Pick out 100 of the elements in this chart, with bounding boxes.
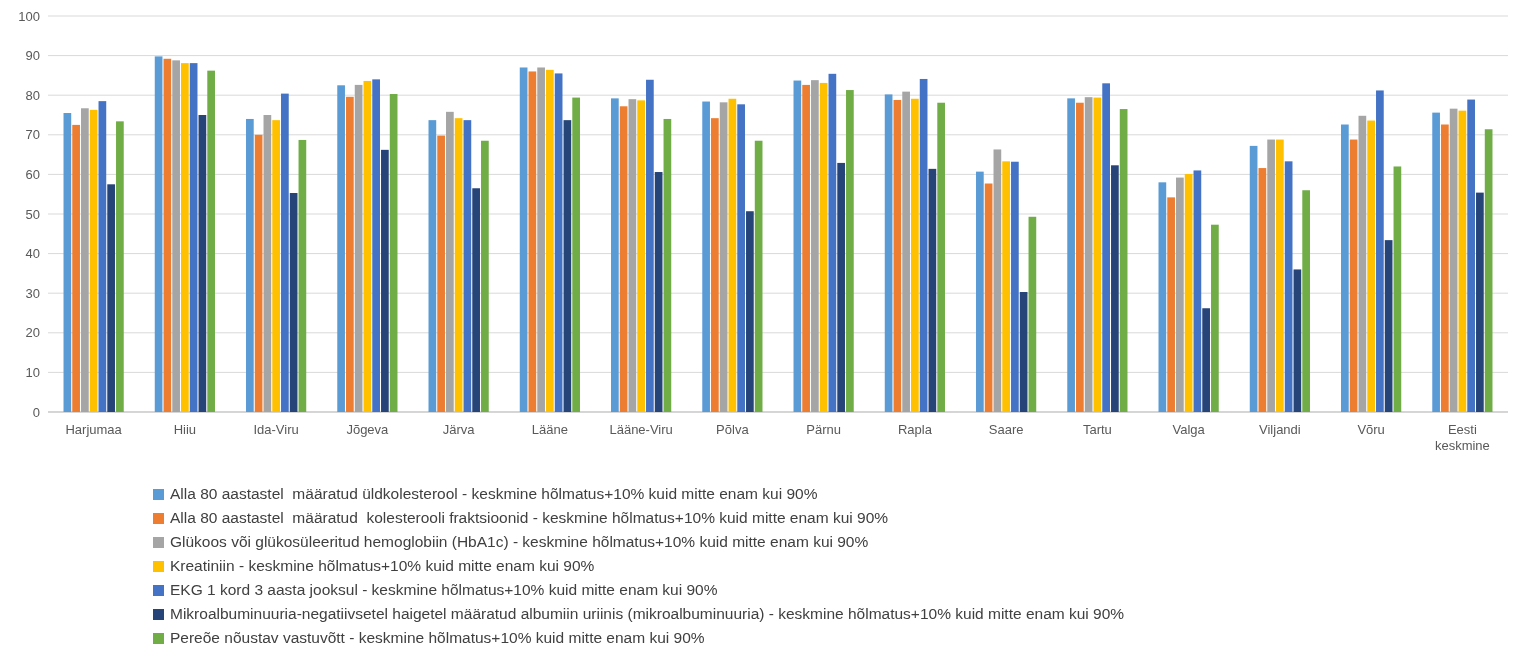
bar xyxy=(1028,216,1037,412)
bar xyxy=(719,102,728,412)
bar xyxy=(976,171,984,412)
bar xyxy=(754,140,763,412)
bar xyxy=(289,193,298,412)
bar xyxy=(1067,98,1075,412)
bar xyxy=(1102,83,1110,412)
bar xyxy=(802,84,810,412)
y-tick-label: 50 xyxy=(25,206,40,222)
legend-label: Kreatiniin - keskmine hõlmatus+10% kuid mitte enam kui 90% xyxy=(170,557,595,575)
bar xyxy=(363,80,372,412)
bar xyxy=(254,134,263,412)
bar xyxy=(1158,182,1167,412)
bar xyxy=(463,120,472,412)
legend-label: Alla 80 aastastel määratud kolesterooli fraktsioonid - keskmine hõlmatus+10% kuid mitte enam kui 90% xyxy=(170,509,889,527)
bar xyxy=(428,120,437,412)
bar xyxy=(1341,124,1349,412)
bar xyxy=(546,69,554,412)
x-tick-label: Rapla xyxy=(897,422,933,437)
x-tick-label: Põlva xyxy=(716,422,750,437)
bar xyxy=(272,120,280,412)
y-tick-label: 80 xyxy=(25,87,40,103)
bar xyxy=(1441,124,1449,412)
bar xyxy=(911,98,919,412)
bar xyxy=(563,120,572,412)
y-tick-label: 0 xyxy=(32,404,40,420)
bar xyxy=(746,211,754,412)
bar xyxy=(81,108,89,412)
x-tick-label: Ida-Viru xyxy=(253,422,299,437)
legend-label: EKG 1 kord 3 aasta jooksul - keskmine hõlmatus+10% kuid mitte enam kui 90% xyxy=(170,581,718,599)
bar xyxy=(1249,145,1258,412)
bar xyxy=(793,80,802,412)
x-tick-label: Hiiu xyxy=(173,422,197,437)
bar xyxy=(1084,97,1093,412)
x-tick-label: Tartu xyxy=(1082,422,1112,437)
x-tick-label: Lääne xyxy=(531,422,568,437)
bar xyxy=(437,135,445,412)
bar xyxy=(663,118,672,412)
bar xyxy=(354,84,363,412)
bar xyxy=(737,104,745,412)
legend-label: Pereõe nõustav vastuvõtt - keskmine hõlmatus+10% kuid mitte enam kui 90% xyxy=(170,629,705,647)
bar xyxy=(811,80,819,412)
bar xyxy=(381,149,389,412)
x-tick-label: Jõgeva xyxy=(346,422,390,437)
x-tick-label: Eesti keskmine xyxy=(1434,422,1490,453)
bar xyxy=(1284,161,1293,412)
bar xyxy=(572,97,580,412)
bar xyxy=(1267,139,1275,412)
bar xyxy=(89,109,98,412)
bar xyxy=(198,115,207,412)
x-tick-label: Pärnu xyxy=(806,422,841,437)
legend-label: Alla 80 aastastel määratud üldkolesterool - keskmine hõlmatus+10% kuid mitte enam kui 90% xyxy=(170,485,818,503)
bar xyxy=(1002,161,1010,412)
bar xyxy=(181,63,189,412)
bar xyxy=(1349,139,1358,412)
bar xyxy=(207,70,215,412)
y-tick-label: 10 xyxy=(25,364,40,380)
bar xyxy=(1119,109,1128,412)
bar xyxy=(846,90,854,412)
bar xyxy=(1167,197,1175,412)
bar xyxy=(1384,240,1393,412)
bar xyxy=(63,113,72,412)
bar xyxy=(1258,168,1267,412)
bar xyxy=(728,98,737,412)
bar xyxy=(372,79,380,412)
bar xyxy=(1449,108,1458,412)
bar xyxy=(1193,170,1202,412)
bar xyxy=(537,67,545,412)
bar xyxy=(702,101,710,412)
bar xyxy=(1302,190,1310,412)
bar xyxy=(884,94,893,412)
bar xyxy=(611,98,619,412)
bar xyxy=(172,60,180,412)
x-tick-label: Viljandi xyxy=(1259,422,1301,437)
bar xyxy=(1367,120,1375,412)
bar xyxy=(481,140,489,412)
bar xyxy=(919,78,928,412)
bar xyxy=(1358,115,1367,412)
bar xyxy=(1293,269,1302,412)
bar xyxy=(154,56,163,412)
bar xyxy=(1184,174,1193,412)
bar xyxy=(819,82,828,412)
bar xyxy=(1432,112,1440,412)
bar xyxy=(1019,292,1028,412)
legend-label: Glükoos või glükosüleeritud hemoglobiin (HbA1c) - keskmine hõlmatus+10% kuid mitte enam kui 90% xyxy=(170,533,869,551)
bar xyxy=(346,96,354,412)
bar xyxy=(1376,90,1384,412)
bar xyxy=(1176,177,1184,412)
y-tick-label: 20 xyxy=(25,325,40,341)
bar xyxy=(1011,161,1019,412)
bar xyxy=(1076,102,1084,412)
bar xyxy=(628,99,637,412)
bar xyxy=(1458,110,1467,412)
legend-label: Mikroalbuminuuria-negatiivsetel haigetel määratud albumiin uriinis (mikroalbuminuuria) - keskmine hõlmatus+10% kuid mitte enam kui 90% xyxy=(170,605,1125,623)
bar xyxy=(993,149,1002,412)
bar xyxy=(528,71,537,412)
bar xyxy=(107,184,115,412)
bar xyxy=(837,162,845,412)
bar xyxy=(711,118,719,412)
bar xyxy=(98,101,107,412)
